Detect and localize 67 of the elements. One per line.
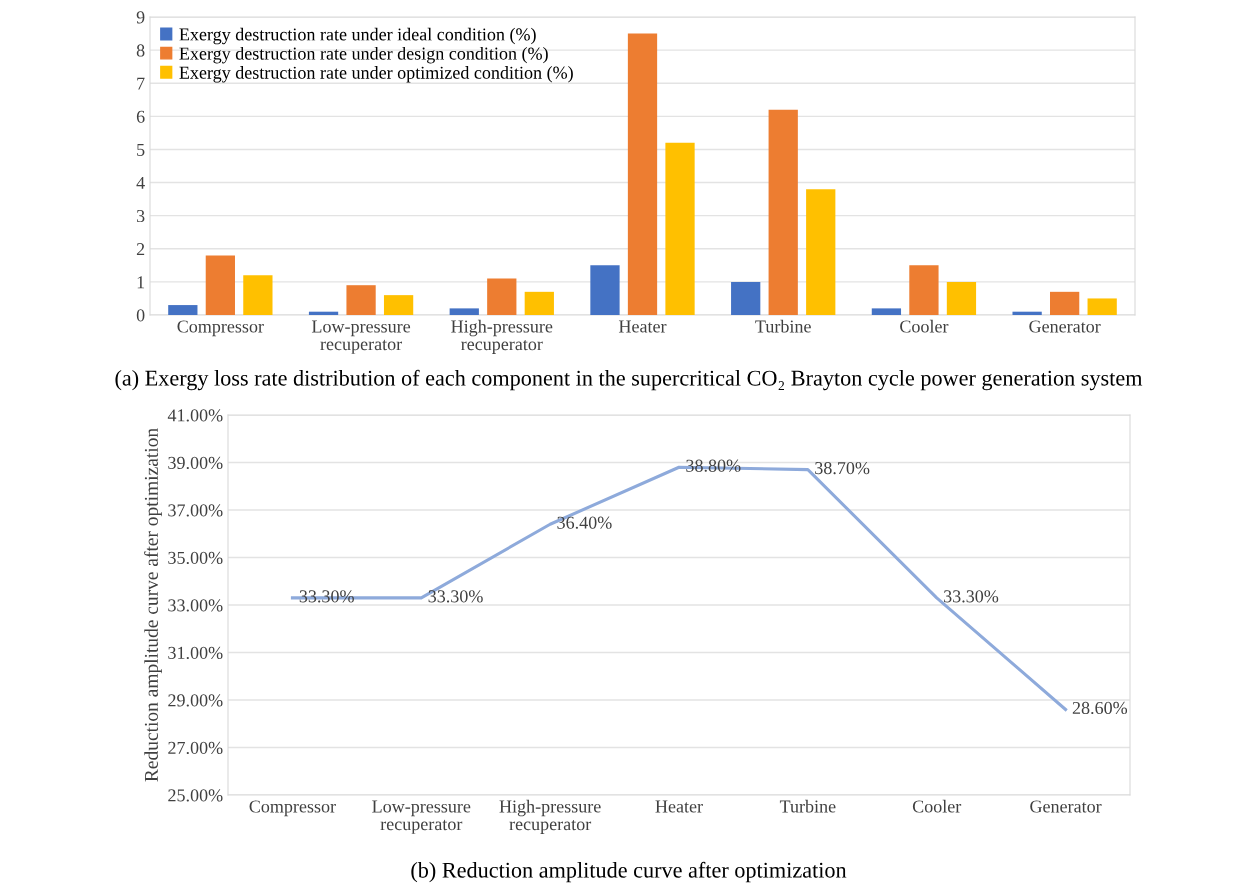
bar <box>346 285 376 315</box>
data-label: 33.30% <box>299 590 354 603</box>
x-tick-label: Turbine <box>779 799 836 813</box>
y-tick-label: 25.00% <box>168 789 223 802</box>
y-tick-label: 37.00% <box>168 504 223 517</box>
x-tick-label: Cooler <box>900 319 949 333</box>
x-tick-label: Cooler <box>912 799 962 813</box>
bar <box>449 308 479 315</box>
bar <box>768 109 798 315</box>
text: (b) Reduction amplitude curve after optimization <box>411 861 847 883</box>
y-tick-label: 9 <box>136 11 145 24</box>
data-label: 38.70% <box>815 461 870 475</box>
x-tick-label: Low-pressure recuperator <box>372 800 471 834</box>
y-tick-label: 39.00% <box>168 456 223 470</box>
bar <box>871 308 902 315</box>
y-tick-label: 29.00% <box>168 694 223 707</box>
x-tick-label: Compressor <box>177 320 264 337</box>
x-tick-label: Compressor <box>249 800 336 817</box>
x-tick-label: High-pressure recuperator <box>499 799 601 834</box>
bar <box>524 291 554 315</box>
bar <box>243 275 273 315</box>
x-tick-label: Heater <box>655 800 703 813</box>
x-tick-label: Generator <box>1029 320 1101 333</box>
y-tick-label: 7 <box>137 77 145 90</box>
bar <box>665 142 695 315</box>
bar <box>168 305 198 315</box>
y-tick-label: 2 <box>136 243 145 256</box>
x-tick-label: Heater <box>618 320 667 333</box>
bar <box>731 281 761 315</box>
bar <box>1087 298 1117 315</box>
y-tick-label: 0 <box>136 309 145 322</box>
y-tick-label: 31.00% <box>168 646 223 660</box>
data-label: 33.30% <box>944 590 999 603</box>
legend-label: Exergy destruction rate under optimized condition (%) <box>179 66 573 83</box>
data-label: 33.30% <box>428 590 483 603</box>
y-tick-label: 27.00% <box>168 741 223 755</box>
legend-label: Exergy destruction rate under design condition (%) <box>179 46 548 64</box>
legend-label: Exergy destruction rate under ideal condition (%) <box>179 27 536 45</box>
text: (a) Exergy loss rate distribution of each component in the supercritical CO₂ Brayton cycle power generation system <box>115 369 1143 391</box>
y-tick-label: 4 <box>136 176 145 189</box>
y-tick-label: 3 <box>136 209 145 223</box>
bar <box>383 295 414 315</box>
y-tick-label: 35.00% <box>168 551 223 565</box>
y-tick-label: 41.00% <box>167 409 223 422</box>
data-label: 36.40% <box>557 516 612 529</box>
x-tick-label: Low-pressure recuperator <box>311 320 411 354</box>
bar <box>487 278 517 315</box>
y-axis-title: Reduction amplitude curve after optimization <box>144 428 162 782</box>
bar <box>308 311 339 315</box>
bar <box>909 265 939 315</box>
bar <box>806 189 836 315</box>
bar <box>590 265 620 315</box>
y-tick-label: 6 <box>136 110 145 123</box>
bar <box>946 281 977 315</box>
y-tick-label: 33.00% <box>168 599 223 612</box>
x-tick-label: Turbine <box>755 319 811 333</box>
y-tick-label: 8 <box>136 44 145 57</box>
bar <box>1050 291 1080 315</box>
x-tick-label: High-pressure recuperator <box>451 319 553 354</box>
x-tick-label: Generator <box>1030 800 1102 813</box>
data-label: 28.60% <box>1072 701 1128 715</box>
bar <box>627 33 658 315</box>
data-label: 38.80% <box>686 459 741 472</box>
y-tick-label: 1 <box>137 276 145 289</box>
y-tick-label: 5 <box>137 143 145 156</box>
bar <box>205 255 235 315</box>
bar <box>1012 311 1042 315</box>
